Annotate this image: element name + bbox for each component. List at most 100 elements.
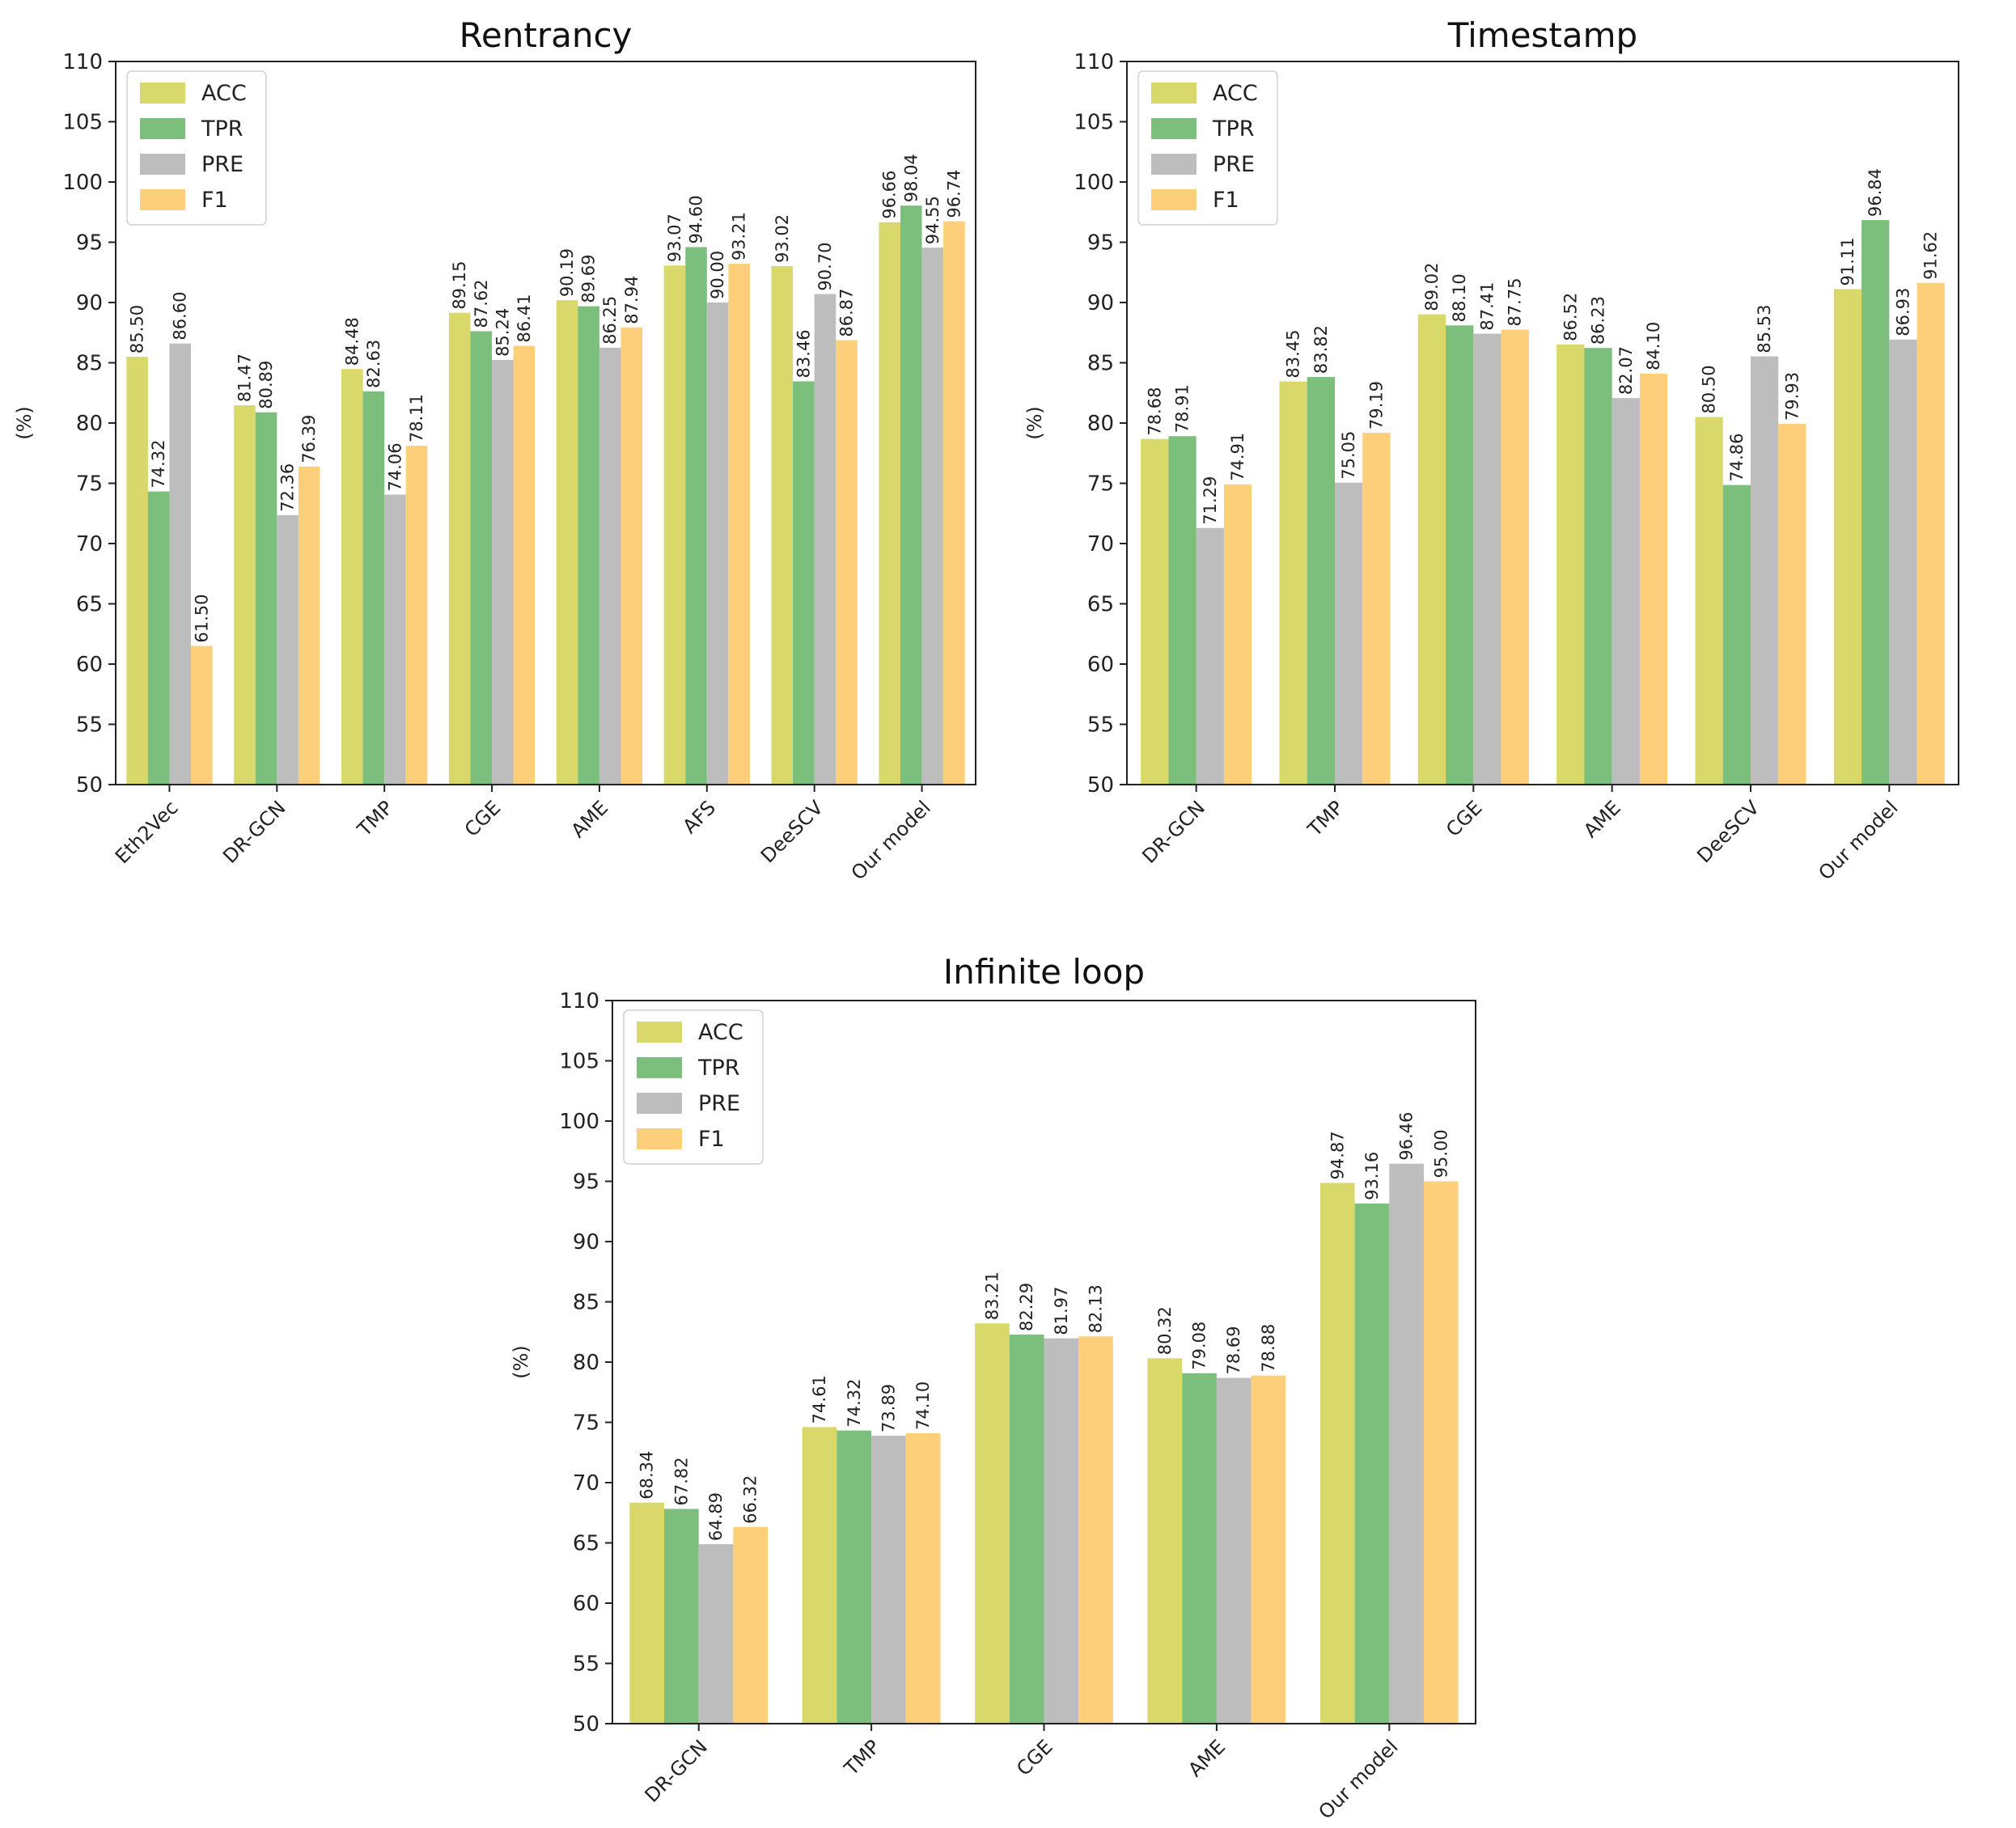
- y-tick-label-85: 85: [1087, 352, 1114, 376]
- legend: ACC TPR PRE F1: [126, 70, 267, 226]
- data-label-acc-tmp: 84.48: [342, 317, 362, 366]
- x-tick-label-ame: AME: [1184, 1735, 1230, 1781]
- data-label-f1-tmp: 79.19: [1366, 381, 1386, 429]
- y-tick-label-70: 70: [1087, 532, 1114, 556]
- legend-box: [623, 1009, 764, 1165]
- y-tick-label-100: 100: [559, 1110, 599, 1134]
- legend-swatch-acc: [1151, 83, 1196, 104]
- bar-tpr-our-model: [1861, 220, 1890, 785]
- bar-pre-dr-gcn: [698, 1544, 734, 1724]
- y-tick-label-110: 110: [62, 50, 103, 74]
- legend-label-f1: F1: [698, 1127, 725, 1152]
- data-label-f1-our-model: 95.00: [1431, 1129, 1451, 1178]
- bar-f1-cge: [1078, 1336, 1113, 1724]
- bar-acc-our-model: [1319, 1183, 1355, 1724]
- bar-tpr-tmp: [836, 1430, 872, 1724]
- bar-tpr-deescv: [793, 381, 815, 785]
- data-label-acc-our-model: 91.11: [1838, 237, 1857, 286]
- data-label-f1-our-model: 91.62: [1921, 231, 1941, 280]
- x-tick-label-our-model: Our model: [1814, 796, 1902, 884]
- bar-f1-ame: [1639, 373, 1668, 785]
- bar-f1-ame: [1251, 1375, 1286, 1724]
- data-label-acc-eth2vec: 85.50: [128, 305, 147, 353]
- legend-swatch-acc: [637, 1022, 682, 1043]
- bar-pre-cge: [1044, 1338, 1079, 1724]
- data-label-acc-cge: 83.21: [982, 1272, 1002, 1320]
- data-label-pre-tmp: 74.06: [385, 442, 404, 491]
- y-tick-label-80: 80: [76, 412, 103, 436]
- y-tick-label-105: 105: [62, 111, 103, 135]
- data-label-pre-ame: 82.07: [1616, 346, 1636, 395]
- y-tick-label-80: 80: [1087, 412, 1114, 436]
- x-tick-label-tmp: TMP: [840, 1735, 885, 1780]
- y-tick-label-75: 75: [76, 472, 103, 497]
- bar-pre-ame: [1216, 1377, 1252, 1724]
- bar-acc-cge: [975, 1323, 1010, 1724]
- data-label-pre-tmp: 75.05: [1339, 431, 1358, 480]
- bar-pre-our-model: [1889, 339, 1917, 785]
- x-tick-label-dr-gcn: DR-GCN: [641, 1735, 712, 1806]
- bar-f1-cge: [513, 345, 536, 785]
- bar-f1-our-model: [1423, 1181, 1459, 1724]
- y-tick-label-85: 85: [76, 352, 103, 376]
- bar-pre-ame: [599, 347, 621, 785]
- y-tick-label-95: 95: [573, 1170, 599, 1195]
- data-label-tpr-deescv: 83.46: [794, 329, 813, 378]
- data-label-pre-ame: 86.25: [600, 296, 620, 345]
- data-label-acc-tmp: 74.61: [810, 1375, 829, 1424]
- legend-label-pre: PRE: [1213, 152, 1255, 177]
- x-tick-label-cge: CGE: [1012, 1735, 1057, 1780]
- data-label-f1-ame: 87.94: [622, 276, 642, 324]
- bar-f1-dr-gcn: [1223, 484, 1252, 785]
- chart-title: Infinite loop: [943, 952, 1145, 992]
- data-label-f1-tmp: 78.11: [407, 394, 426, 442]
- bar-tpr-deescv: [1722, 485, 1751, 785]
- chart-timestamp: Timestamp (%) 78.68 78.91 71.29 74.91 83.45 83.…: [1023, 15, 1959, 885]
- bar-tpr-cge: [1446, 325, 1474, 785]
- y-tick-label-80: 80: [573, 1351, 599, 1375]
- y-tick-label-60: 60: [573, 1592, 599, 1616]
- bar-tpr-eth2vec: [147, 491, 170, 785]
- bar-f1-tmp: [905, 1432, 941, 1724]
- bar-tpr-ame: [1182, 1373, 1217, 1724]
- data-label-acc-ame: 80.32: [1155, 1306, 1175, 1355]
- data-label-f1-tmp: 74.10: [913, 1382, 933, 1430]
- bar-pre-ame: [1612, 398, 1640, 785]
- bar-f1-dr-gcn: [298, 466, 320, 785]
- y-tick-label-65: 65: [76, 593, 103, 617]
- y-tick-label-105: 105: [1074, 111, 1114, 135]
- y-tick-label-60: 60: [1087, 653, 1114, 677]
- bar-acc-ame: [1147, 1358, 1183, 1724]
- legend-swatch-pre: [140, 154, 185, 175]
- legend-swatch-tpr: [637, 1057, 682, 1078]
- data-label-pre-deescv: 85.53: [1755, 304, 1774, 353]
- bar-acc-deescv: [1695, 417, 1723, 785]
- bar-tpr-cge: [470, 331, 493, 785]
- bar-tpr-ame: [578, 306, 599, 785]
- bar-pre-dr-gcn: [277, 514, 299, 785]
- y-tick-label-50: 50: [573, 1712, 599, 1737]
- data-label-f1-ame: 84.10: [1644, 322, 1663, 370]
- bar-pre-tmp: [384, 494, 406, 785]
- data-label-tpr-tmp: 82.63: [364, 340, 383, 388]
- data-label-tpr-ame: 79.08: [1190, 1322, 1209, 1370]
- bar-acc-our-model: [879, 222, 900, 785]
- legend-label-pre: PRE: [201, 152, 244, 177]
- bar-tpr-afs: [685, 247, 707, 785]
- bar-tpr-dr-gcn: [255, 412, 277, 785]
- chart-title: Timestamp: [1447, 15, 1637, 55]
- legend-label-acc: ACC: [698, 1020, 743, 1045]
- bar-pre-cge: [1473, 333, 1501, 785]
- x-tick-label-afs: AFS: [678, 796, 720, 838]
- bar-f1-our-model: [1916, 282, 1945, 785]
- legend: ACC TPR PRE F1: [623, 1009, 764, 1165]
- bar-tpr-tmp: [362, 391, 385, 785]
- data-label-acc-dr-gcn: 78.68: [1145, 387, 1164, 436]
- data-label-pre-dr-gcn: 72.36: [278, 463, 298, 512]
- y-tick-label-105: 105: [559, 1050, 599, 1074]
- data-label-tpr-eth2vec: 74.32: [149, 440, 168, 489]
- bar-pre-our-model: [921, 248, 944, 785]
- data-label-pre-cge: 85.24: [493, 308, 512, 357]
- bar-pre-tmp: [871, 1436, 906, 1724]
